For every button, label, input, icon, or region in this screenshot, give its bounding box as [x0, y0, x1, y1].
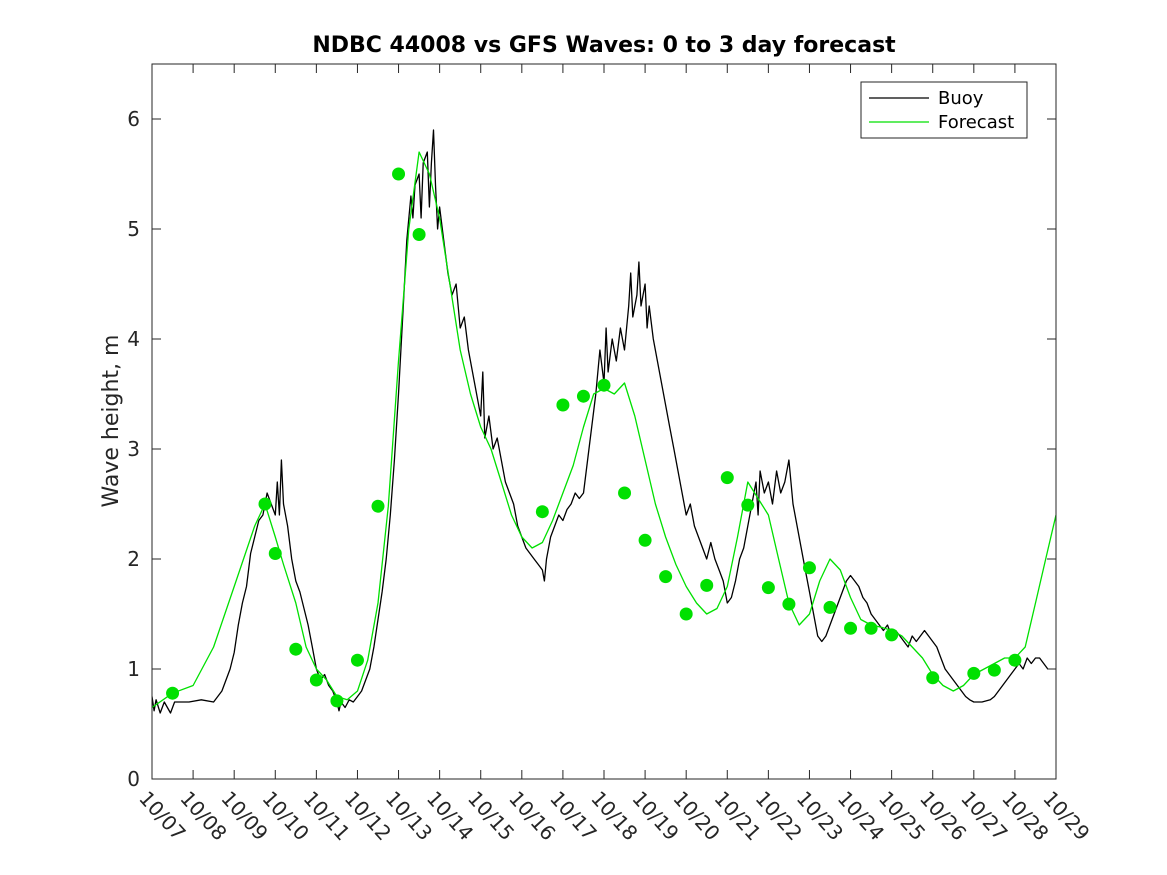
series-line-buoy: [152, 129, 1049, 714]
forecast-marker: [556, 398, 570, 412]
series-line-forecast: [152, 151, 1056, 709]
forecast-marker: [679, 607, 693, 621]
forecast-marker: [371, 499, 385, 513]
y-axis-label: Wave height, m: [99, 335, 124, 508]
forecast-marker: [885, 628, 899, 642]
forecast-marker: [823, 600, 837, 614]
forecast-marker: [535, 505, 549, 519]
legend-buoy-label: Buoy: [938, 88, 984, 109]
y-tick-label: 5: [127, 217, 140, 241]
forecast-marker: [926, 671, 940, 685]
y-tick-label: 0: [127, 767, 140, 791]
y-tick-label: 2: [127, 547, 140, 571]
y-tick-label: 1: [127, 657, 140, 681]
forecast-marker: [392, 167, 406, 181]
y-tick-label: 3: [127, 437, 140, 461]
forecast-marker: [289, 642, 303, 656]
forecast-marker: [761, 581, 775, 595]
forecast-marker: [638, 533, 652, 547]
legend-box: [860, 81, 1028, 139]
forecast-marker: [166, 686, 180, 700]
forecast-marker: [782, 597, 796, 611]
forecast-marker: [330, 694, 344, 708]
forecast-marker: [258, 497, 272, 511]
forecast-marker: [987, 663, 1001, 677]
series-layer: [152, 129, 1056, 714]
chart-title: NDBC 44008 vs GFS Waves: 0 to 3 day fore…: [312, 33, 896, 58]
y-tick-label: 6: [127, 107, 140, 131]
forecast-marker: [350, 653, 364, 667]
forecast-marker: [268, 547, 282, 560]
forecast-marker: [864, 621, 878, 635]
forecast-marker: [967, 666, 981, 680]
forecast-marker: [720, 471, 734, 485]
y-axis: 0 1 2 3 4 5 6: [127, 107, 1056, 791]
legend-forecast-label: Forecast: [938, 112, 1014, 133]
forecast-marker: [802, 561, 816, 575]
forecast-marker: [1008, 653, 1022, 667]
forecast-marker: [618, 486, 632, 500]
legend: Buoy Forecast: [860, 81, 1028, 139]
forecast-marker: [309, 673, 323, 687]
forecast-marker: [700, 578, 714, 592]
forecast-marker: [741, 498, 755, 512]
forecast-marker: [412, 228, 426, 241]
y-tick-label: 4: [127, 327, 140, 351]
forecast-marker: [597, 378, 611, 392]
forecast-marker: [844, 621, 858, 635]
forecast-markers: [166, 167, 1022, 708]
forecast-marker: [659, 570, 673, 584]
forecast-marker: [576, 389, 590, 403]
